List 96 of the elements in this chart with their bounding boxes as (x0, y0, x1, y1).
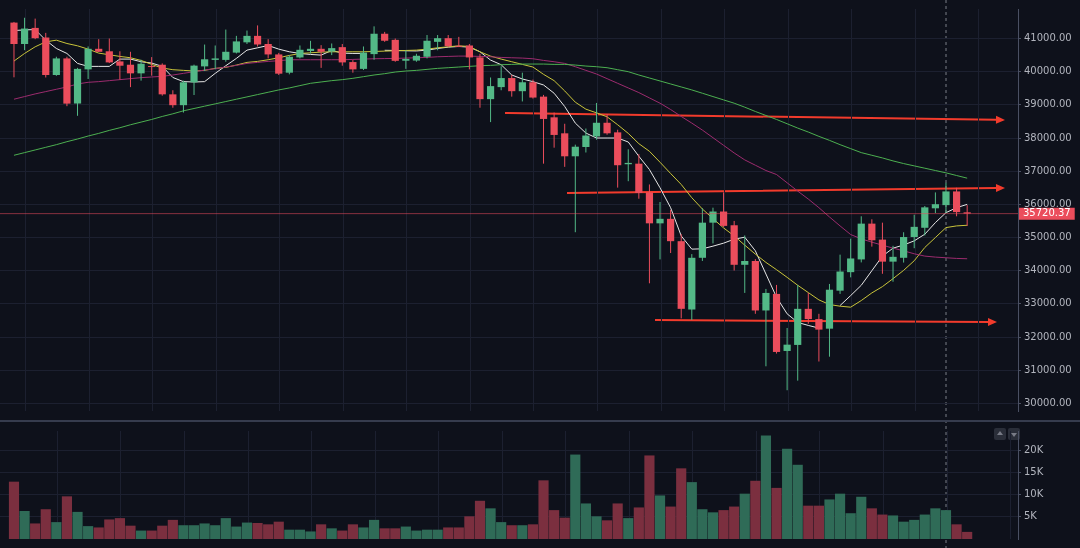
candlestick (667, 209, 675, 254)
candlestick (582, 128, 590, 153)
candlestick (847, 238, 855, 278)
candlestick (931, 191, 939, 214)
candlestick (910, 214, 918, 249)
candlestick (719, 191, 728, 228)
candlestick (952, 187, 961, 217)
candlestick (264, 38, 272, 59)
candlestick (201, 44, 209, 72)
y-tick-label: 38000.00 (1024, 131, 1072, 143)
candlestick (317, 44, 325, 69)
y-tick-label: 15K (1024, 465, 1044, 477)
candlestick (243, 30, 251, 45)
y-tick-label: 20K (1024, 443, 1044, 455)
candlestick (465, 43, 473, 70)
candlestick (126, 51, 135, 88)
candlestick (878, 222, 887, 275)
candlestick (561, 123, 569, 168)
candlestick (518, 72, 526, 102)
y-tick-label: 10K (1024, 488, 1044, 500)
candlestick (84, 45, 92, 80)
candlestick (529, 79, 537, 100)
y-tick-label: 41000.00 (1024, 32, 1072, 44)
candlestick (889, 245, 897, 283)
candlestick (783, 327, 791, 391)
candlestick (338, 43, 346, 67)
y-tick-label: 37000.00 (1024, 164, 1072, 176)
y-tick-label: 30000.00 (1024, 396, 1072, 408)
candlestick (402, 49, 410, 70)
candlestick (275, 52, 283, 76)
y-tick-label: 39000.00 (1024, 98, 1072, 110)
candlestick (656, 201, 664, 260)
bar (61, 496, 73, 539)
candlestick (285, 54, 293, 75)
bar (750, 480, 761, 539)
candlestick (31, 18, 39, 40)
bar (760, 435, 772, 539)
candlestick (603, 113, 611, 136)
candlestick (539, 94, 548, 165)
candlestick (190, 64, 198, 96)
y-tick-label: 32000.00 (1024, 330, 1072, 342)
candlestick (592, 102, 601, 141)
candlestick (868, 218, 876, 248)
candlestick (709, 207, 717, 244)
bar (326, 528, 337, 539)
candlestick (10, 21, 18, 78)
bar (623, 518, 634, 539)
bar (316, 524, 327, 539)
y-tick-label: 33000.00 (1024, 297, 1072, 309)
candlestick (105, 38, 113, 64)
y-tick-label: 35000.00 (1024, 231, 1072, 243)
candlestick (20, 17, 29, 51)
bar (517, 525, 528, 539)
candlestick (179, 80, 188, 114)
y-tick-label: 31000.00 (1024, 363, 1072, 375)
y-tick-label: 5K (1024, 510, 1038, 522)
candlestick (137, 59, 145, 82)
candlestick (486, 76, 495, 123)
y-tick-label: 34000.00 (1024, 264, 1072, 276)
candlestick (804, 292, 812, 325)
candlestick (762, 288, 770, 367)
candlestick (349, 59, 357, 74)
candlestick (116, 50, 124, 81)
candlestick (741, 234, 749, 294)
y-tick-label: 40000.00 (1024, 65, 1072, 77)
candlestick (815, 313, 823, 363)
bar (771, 487, 782, 539)
candlestick (391, 38, 399, 63)
bar (51, 522, 62, 539)
ref-line-label: 35720.37 (1023, 207, 1071, 219)
candlestick (423, 34, 431, 59)
y-tick-label: 36000.00 (1024, 197, 1072, 209)
candlestick (211, 44, 219, 70)
bar (8, 481, 20, 539)
candlestick (963, 204, 971, 227)
candlestick (296, 44, 304, 59)
candlestick (253, 24, 262, 47)
candlestick (942, 182, 950, 214)
bar (739, 493, 750, 539)
candlestick (52, 56, 60, 77)
candlestick (921, 205, 929, 236)
candlestick (836, 254, 844, 295)
candlestick (497, 65, 505, 91)
candlestick (222, 29, 230, 63)
bar (135, 530, 147, 539)
bar (19, 511, 30, 539)
candlestick (455, 36, 463, 48)
candlestick (508, 74, 516, 98)
candlestick (550, 112, 558, 149)
candlestick (900, 231, 908, 264)
bar (654, 495, 666, 539)
candlestick (571, 144, 579, 233)
bar (506, 525, 517, 539)
candlestick (148, 56, 156, 77)
candlestick (370, 25, 378, 61)
candlestick (359, 45, 368, 71)
